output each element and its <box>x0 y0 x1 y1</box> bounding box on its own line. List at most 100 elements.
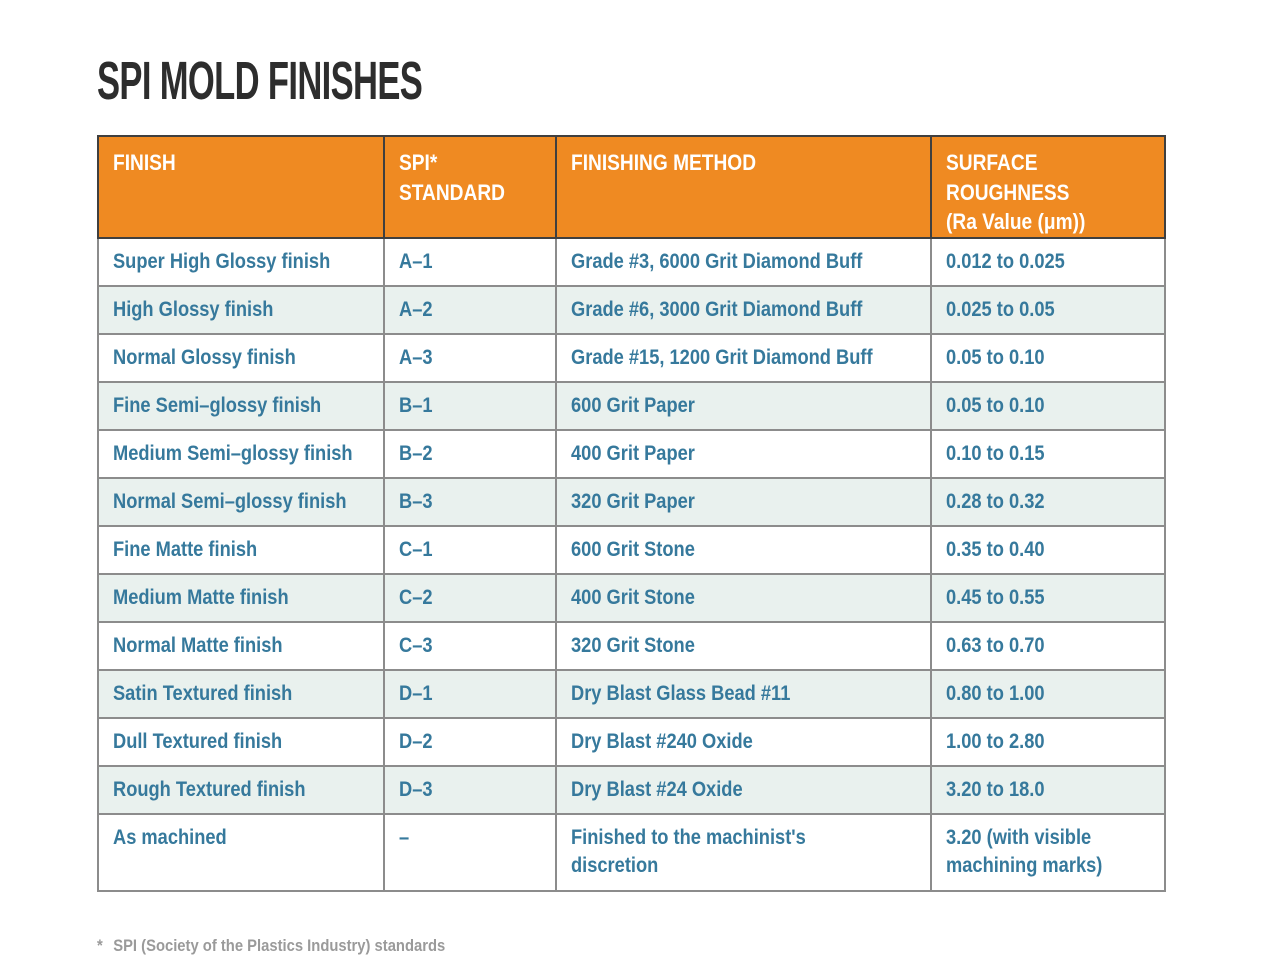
table-cell-text: Rough Textured finish <box>113 777 306 801</box>
table-cell-text: A–2 <box>398 297 433 321</box>
table-cell-text: A–3 <box>398 345 433 369</box>
table-cell: High Glossy finish <box>97 285 385 336</box>
table-cell: 0.28 to 0.32 <box>930 477 1166 528</box>
table-cell-text: B–1 <box>398 393 433 417</box>
table-cell-text: B–2 <box>398 441 433 465</box>
table-cell: 0.025 to 0.05 <box>930 285 1166 336</box>
table-row: Medium Matte finish C–2 400 Grit Stone 0.45… <box>97 573 1166 624</box>
table-cell: Satin Textured finish <box>97 669 385 720</box>
table-cell-text: D–3 <box>398 777 433 801</box>
table-cell-text: Medium Semi–glossy finish <box>113 441 353 465</box>
table-cell: 0.45 to 0.55 <box>930 573 1166 624</box>
column-header-label: FINISHING METHOD <box>570 150 756 176</box>
table-cell: Medium Semi–glossy finish <box>97 429 385 480</box>
table-cell-text: C–2 <box>398 585 433 609</box>
table-cell: 600 Grit Stone <box>554 525 933 576</box>
table-cell-text: 0.35 to 0.40 <box>946 537 1045 561</box>
table-cell: 3.20 to 18.0 <box>930 765 1166 816</box>
table-cell: D–3 <box>382 765 557 816</box>
table-cell-text: 400 Grit Paper <box>570 441 695 465</box>
table-cell: 1.00 to 2.80 <box>930 717 1166 768</box>
table-cell: Finished to the machinist's discretion <box>554 813 933 893</box>
table-row: Normal Glossy finish A–3 Grade #15, 1200 G… <box>97 333 1166 384</box>
table-cell-text: Satin Textured finish <box>113 681 293 705</box>
column-header-label: SURFACE ROUGHNESS (Ra Value (μm)) <box>946 150 1086 235</box>
table-cell-text: Normal Semi–glossy finish <box>113 489 347 513</box>
footnote-line: * SPI (Society of the Plastics Industry) … <box>97 936 1166 956</box>
table-cell-text: Finished to the machinist's discretion <box>570 826 806 878</box>
table-row: High Glossy finish A–2 Grade #6, 3000 Grit… <box>97 285 1166 336</box>
column-header-label: SPI* STANDARD <box>398 150 505 205</box>
table-cell: 320 Grit Stone <box>554 621 933 672</box>
table-cell-text: C–1 <box>398 537 433 561</box>
table-cell-text: 0.05 to 0.10 <box>946 345 1045 369</box>
footnote: * SPI (Society of the Plastics Industry) … <box>97 936 1166 956</box>
table-cell-text: 3.20 (with visible machining marks) <box>946 826 1103 878</box>
table-cell: Dry Blast #240 Oxide <box>554 717 933 768</box>
table-header-row: FINISH SPI* STANDARD FINISHING METHOD SURFA… <box>97 135 1166 240</box>
table-cell-text: 0.025 to 0.05 <box>946 297 1055 321</box>
table-cell-text: Dull Textured finish <box>113 729 283 753</box>
table-cell: Normal Glossy finish <box>97 333 385 384</box>
table-cell-text: 0.05 to 0.10 <box>946 393 1045 417</box>
table-cell-text: As machined <box>113 826 227 850</box>
table-cell-text: 400 Grit Stone <box>570 585 695 609</box>
table-cell: 0.05 to 0.10 <box>930 333 1166 384</box>
table-row: Dull Textured finish D–2 Dry Blast #240 Ox… <box>97 717 1166 768</box>
page: SPI MOLD FINISHES FINISH SPI* STANDARD FIN… <box>97 53 1166 956</box>
table-row: Medium Semi–glossy finish B–2 400 Grit Pap… <box>97 429 1166 480</box>
table-cell: As machined <box>97 813 385 893</box>
table-cell: 320 Grit Paper <box>554 477 933 528</box>
table-cell: B–1 <box>382 381 557 432</box>
table-cell-text: Fine Matte finish <box>113 537 258 561</box>
table-cell: 0.012 to 0.025 <box>930 237 1166 288</box>
table-cell: Grade #3, 6000 Grit Diamond Buff <box>554 237 933 288</box>
table-cell: 0.35 to 0.40 <box>930 525 1166 576</box>
table-cell-text: Normal Glossy finish <box>113 345 296 369</box>
table-row: Satin Textured finish D–1 Dry Blast Glass … <box>97 669 1166 720</box>
page-title: SPI MOLD FINISHES <box>97 53 1166 109</box>
table-cell-text: High Glossy finish <box>113 297 274 321</box>
table-cell-text: 0.63 to 0.70 <box>946 633 1045 657</box>
table-cell-text: Grade #15, 1200 Grit Diamond Buff <box>570 345 873 369</box>
table-cell: 0.80 to 1.00 <box>930 669 1166 720</box>
table-cell-text: Grade #6, 3000 Grit Diamond Buff <box>570 297 863 321</box>
table-cell-text: B–3 <box>398 489 433 513</box>
table-cell-text: Grade #3, 6000 Grit Diamond Buff <box>570 249 863 273</box>
table-cell: Dry Blast Glass Bead #11 <box>554 669 933 720</box>
table-cell: B–3 <box>382 477 557 528</box>
table-cell-text: 600 Grit Paper <box>570 393 695 417</box>
table-cell: Medium Matte finish <box>97 573 385 624</box>
table-row: Super High Glossy finish A–1 Grade #3, 600… <box>97 237 1166 288</box>
table-cell: A–3 <box>382 333 557 384</box>
table-cell: Dry Blast #24 Oxide <box>554 765 933 816</box>
table-cell: – <box>382 813 557 893</box>
table-row: Normal Matte finish C–3 320 Grit Stone 0.63… <box>97 621 1166 672</box>
footnote-text: SPI (Society of the Plastics Industry) s… <box>113 936 446 956</box>
table-cell-text: C–3 <box>398 633 433 657</box>
table-cell-text: Dry Blast Glass Bead #11 <box>570 681 791 705</box>
table-cell-text: A–1 <box>398 249 433 273</box>
table-cell-text: D–1 <box>398 681 433 705</box>
table-cell-text: 1.00 to 2.80 <box>946 729 1045 753</box>
table-cell: Normal Semi–glossy finish <box>97 477 385 528</box>
table-cell: Grade #6, 3000 Grit Diamond Buff <box>554 285 933 336</box>
table-cell-text: 0.45 to 0.55 <box>946 585 1045 609</box>
table-cell-text: – <box>398 826 410 850</box>
table-header: FINISH SPI* STANDARD FINISHING METHOD SURFA… <box>97 135 1166 240</box>
table-cell: Normal Matte finish <box>97 621 385 672</box>
column-header: SURFACE ROUGHNESS (Ra Value (μm)) <box>930 135 1166 240</box>
table-row: Rough Textured finish D–3 Dry Blast #24 Ox… <box>97 765 1166 816</box>
table-cell-text: Dry Blast #24 Oxide <box>570 777 743 801</box>
column-header-label: FINISH <box>113 150 176 176</box>
table-cell: C–3 <box>382 621 557 672</box>
table-cell: 400 Grit Stone <box>554 573 933 624</box>
table-cell-text: Medium Matte finish <box>113 585 289 609</box>
table-cell: D–2 <box>382 717 557 768</box>
table-cell-text: Super High Glossy finish <box>113 249 331 273</box>
table-body: Super High Glossy finish A–1 Grade #3, 600… <box>97 237 1166 893</box>
table-cell-text: Normal Matte finish <box>113 633 283 657</box>
table-cell: Fine Matte finish <box>97 525 385 576</box>
spi-finishes-table: FINISH SPI* STANDARD FINISHING METHOD SURFA… <box>97 135 1166 893</box>
table-cell: Grade #15, 1200 Grit Diamond Buff <box>554 333 933 384</box>
